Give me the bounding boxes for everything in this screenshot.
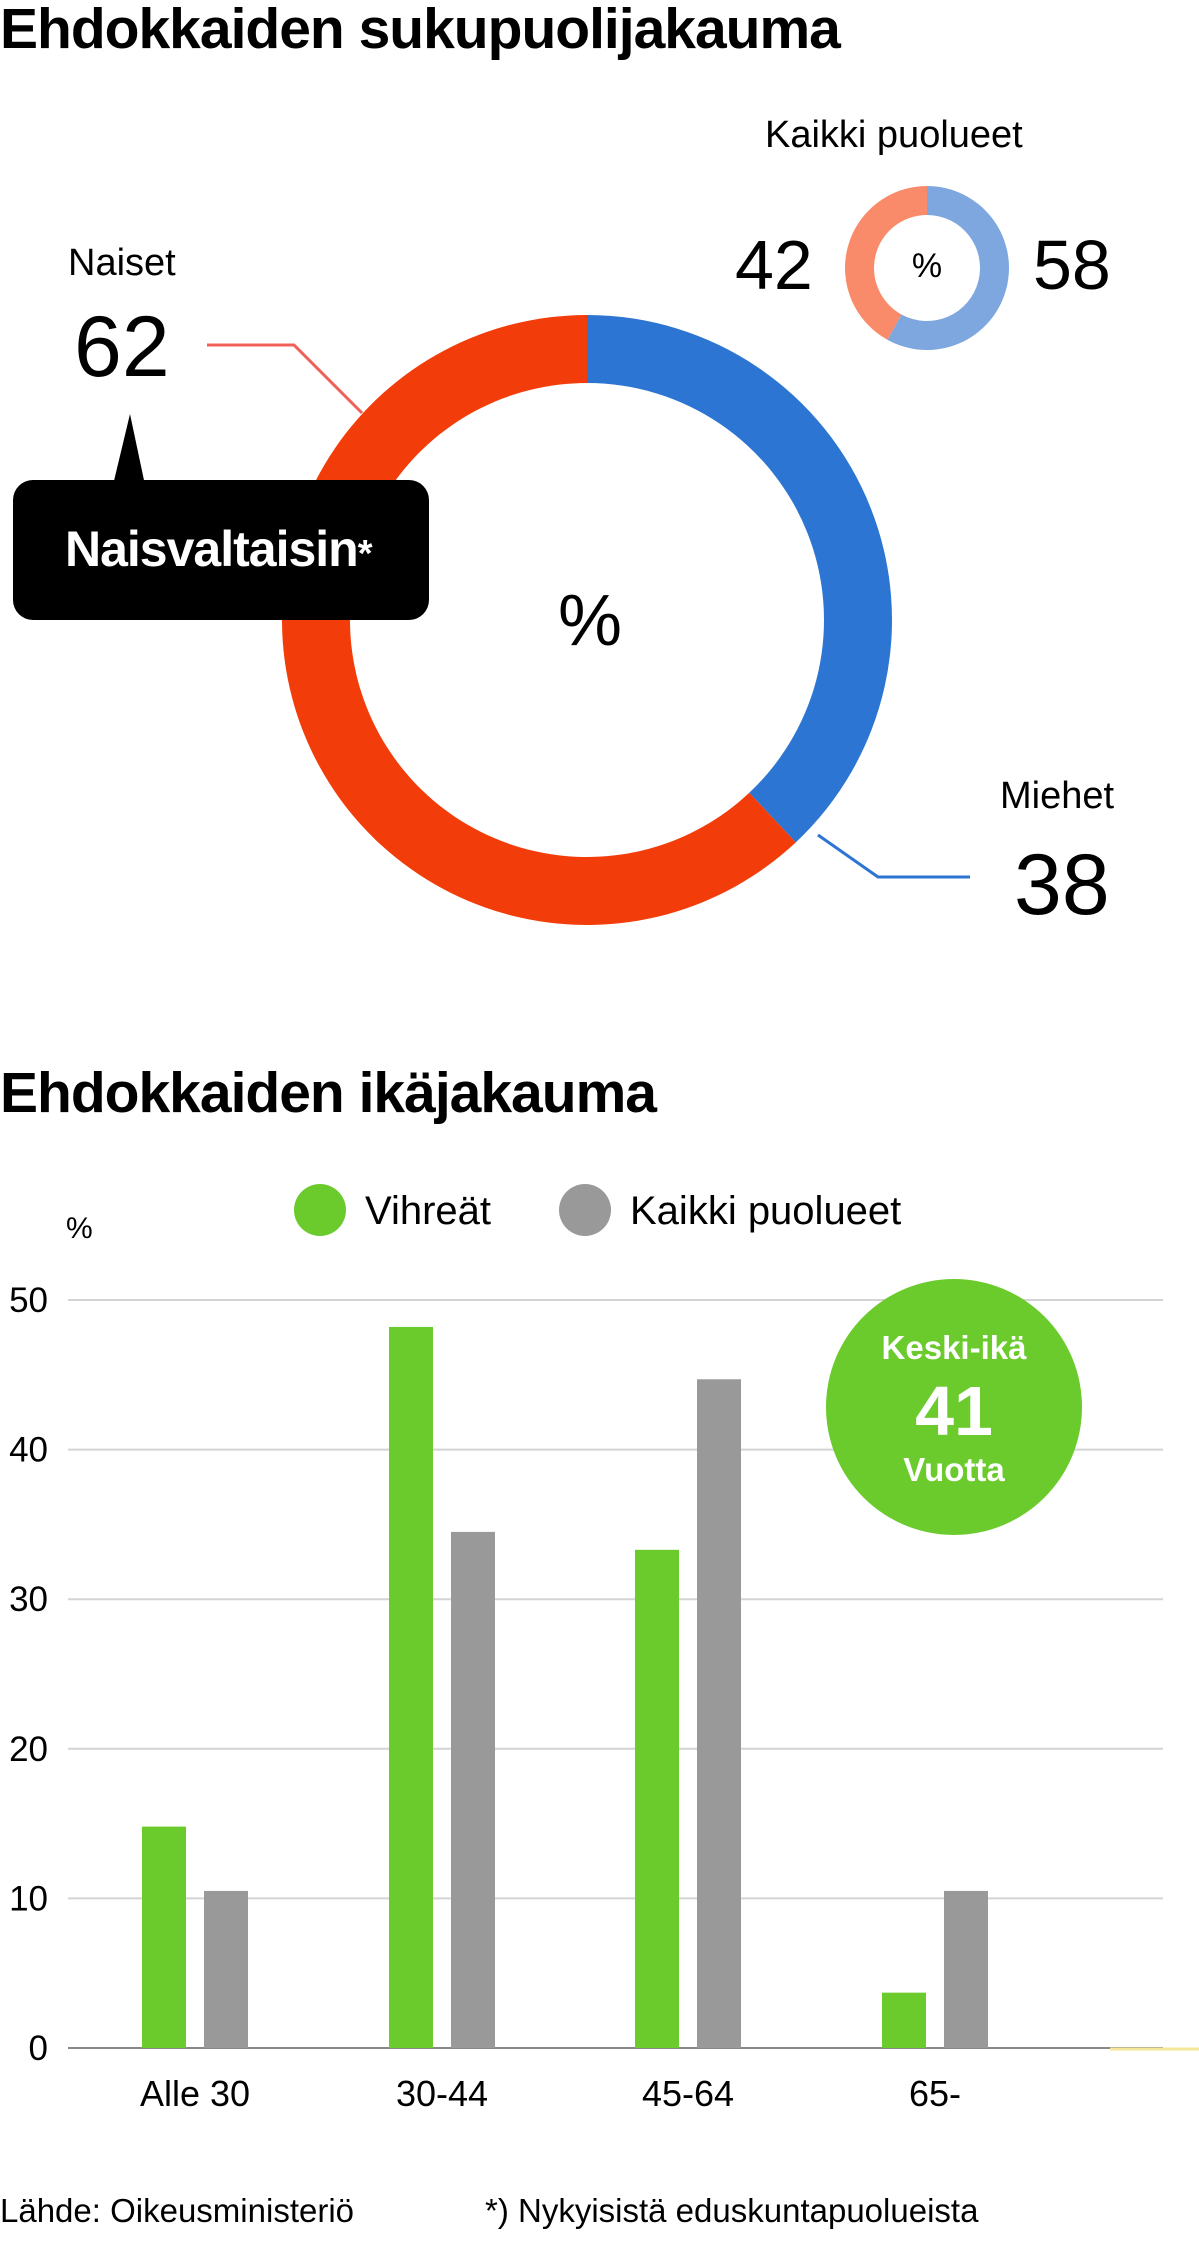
x-axis-ticks: Alle 30 30-44 45-64 65- (140, 2073, 961, 2114)
bar-kaikki-3 (944, 1890, 988, 2048)
y-tick-label: 20 (9, 1730, 48, 1769)
y-tick-label: 0 (29, 2029, 48, 2068)
y-tick-label: 10 (9, 1879, 48, 1918)
x-tick-label: 30-44 (396, 2073, 488, 2114)
bar-vihreat-2 (635, 1549, 679, 2048)
gender-title: Ehdokkaiden sukupuolijakauma (0, 0, 841, 61)
bar-kaikki-0 (204, 1890, 248, 2048)
x-tick-label: 45-64 (642, 2073, 734, 2114)
bar-vihreat-1 (389, 1326, 433, 2048)
y-tick-label: 30 (9, 1580, 48, 1619)
y-tick-label: 40 (9, 1431, 48, 1470)
legend-label: Kaikki puolueet (630, 1189, 901, 1233)
callout-text: Naisvaltaisin* (65, 521, 373, 577)
naiset-leader-line (207, 343, 364, 415)
miehet-leader-line (817, 833, 970, 879)
miehet-label: Miehet (1000, 775, 1115, 817)
y-tick-label: 50 (9, 1281, 48, 1320)
bar-vihreat-0 (142, 1826, 186, 2048)
donut-slice-naiset (282, 315, 796, 925)
y-axis-unit: % (66, 1212, 93, 1245)
average-age-label: Keski-ikä (881, 1329, 1027, 1366)
age-bar-chart: 0 10 20 30 40 50 Alle 30 30-44 45-64 65- Vihreät… (9, 1184, 1199, 2114)
chart-bars (142, 1326, 988, 2048)
chart-legend: Vihreät Kaikki puolueet (294, 1184, 901, 1236)
all-parties-title: Kaikki puolueet (765, 114, 1023, 156)
miehet-value: 38 (1014, 837, 1110, 933)
bar-kaikki-2 (697, 1379, 741, 2048)
callout-pointer (113, 414, 145, 485)
naiset-label: Naiset (68, 242, 176, 284)
bar-kaikki-1 (451, 1531, 495, 2048)
age-title: Ehdokkaiden ikäjakauma (0, 1061, 657, 1125)
source-note: Lähde: Oikeusministeriö (0, 2192, 355, 2229)
naisvaltaisin-callout: Naisvaltaisin* (13, 480, 429, 620)
x-tick-label: 65- (909, 2073, 961, 2114)
donut-slice-naiset (844, 186, 927, 340)
footnote: *) Nykyisistä eduskuntapuolueista (485, 2192, 979, 2229)
main-donut-center-label: % (558, 581, 622, 661)
y-axis-ticks: 0 10 20 30 40 50 (9, 1281, 48, 2068)
average-age-badge: Keski-ikä 41 Vuotta (826, 1279, 1082, 1535)
all-parties-center-label: % (912, 247, 942, 285)
all-parties-miehet-value: 58 (1033, 226, 1111, 304)
all-parties-naiset-value: 42 (735, 226, 813, 304)
average-age-unit: Vuotta (903, 1451, 1005, 1488)
naiset-value: 62 (74, 299, 170, 395)
legend-swatch (559, 1184, 611, 1236)
bar-vihreat-3 (882, 1992, 926, 2048)
main-donut (282, 315, 892, 925)
x-tick-label: Alle 30 (140, 2073, 250, 2114)
donut-slice-miehet (887, 186, 1010, 351)
average-age-value: 41 (915, 1372, 993, 1450)
all-parties-donut (844, 186, 1010, 351)
gender-donut-svg: % % (207, 186, 1010, 925)
legend-swatch (294, 1184, 346, 1236)
donut-slice-miehet (587, 315, 892, 843)
legend-label: Vihreät (365, 1189, 491, 1233)
